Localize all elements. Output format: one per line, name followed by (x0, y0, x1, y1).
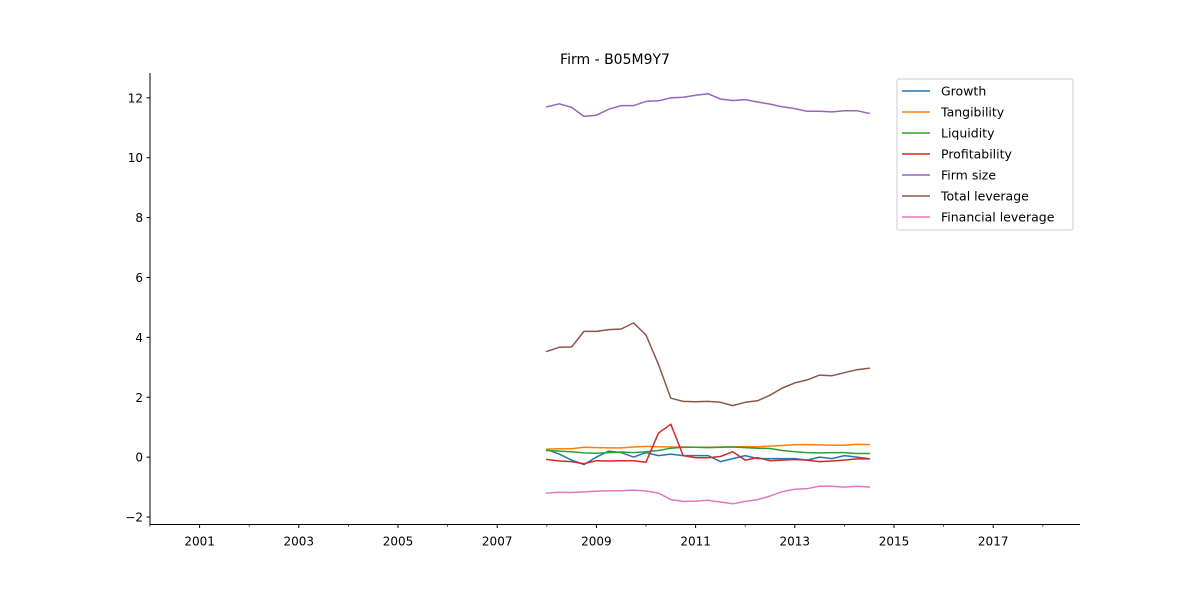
series-layer (545, 92, 871, 505)
x-tick-label: 2003 (284, 535, 315, 549)
x-tick-label: 2011 (680, 535, 711, 549)
x-tick-label: 2005 (383, 535, 414, 549)
y-tick-label: 0 (135, 451, 143, 465)
series-line-total-leverage (545, 322, 871, 407)
x-tick-label: 2013 (780, 535, 811, 549)
y-tick-label: 4 (135, 331, 143, 345)
y-tick-label: 2 (135, 391, 143, 405)
y-tick-label: 8 (135, 211, 143, 225)
legend-label: Liquidity (941, 126, 995, 141)
series-line-growth (545, 448, 871, 466)
y-tick-label: 10 (128, 151, 143, 165)
legend-label: Total leverage (940, 189, 1029, 204)
series-line-firm-size (545, 92, 871, 118)
legend-label: Growth (941, 84, 986, 99)
x-tick-label: 2015 (879, 535, 910, 549)
chart-title: Firm - B05M9Y7 (560, 52, 670, 68)
series-line-financial-leverage (545, 485, 871, 505)
legend-label: Tangibility (940, 105, 1005, 120)
legend-label: Firm size (941, 168, 996, 183)
y-tick-label: 6 (135, 271, 143, 285)
y-tick-label: −2 (125, 511, 143, 525)
legend: Growth Tangibility Liquidity Profitability F… (896, 78, 1074, 231)
x-tick-label: 2017 (978, 535, 1009, 549)
series-line-liquidity (546, 446, 870, 455)
series-line-tangibility (546, 443, 870, 450)
legend-box (896, 78, 1074, 231)
series-line-profitability (545, 423, 870, 465)
legend-items: Growth Tangibility Liquidity Profitability F… (902, 84, 1055, 225)
legend-label: Profitability (941, 147, 1013, 162)
x-tick-label: 2001 (184, 535, 215, 549)
x-tick-label: 2007 (482, 535, 513, 549)
y-tick-label: 12 (128, 91, 143, 105)
plot-area: −2 0 2 4 6 8 10 12 2001 2003 2005 2007 2009 2011 2013… (125, 73, 1080, 549)
legend-label: Financial leverage (941, 210, 1055, 225)
x-tick-label: 2009 (581, 535, 612, 549)
y-axis-ticks: −2 0 2 4 6 8 10 12 (125, 91, 150, 525)
x-axis-ticks: 2001 2003 2005 2007 2009 2011 2013 2015 2017 (149, 524, 1044, 549)
